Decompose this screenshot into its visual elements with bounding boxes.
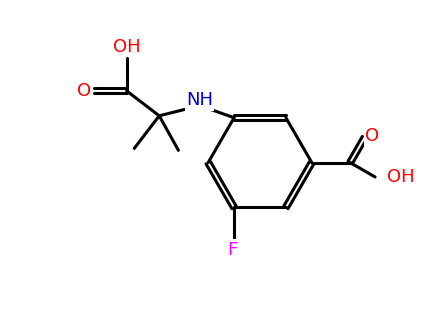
- Text: OH: OH: [113, 38, 140, 56]
- Text: O: O: [77, 82, 92, 100]
- Text: NH: NH: [186, 91, 213, 110]
- Text: OH: OH: [387, 168, 414, 186]
- Text: F: F: [227, 241, 237, 259]
- Text: O: O: [365, 127, 379, 145]
